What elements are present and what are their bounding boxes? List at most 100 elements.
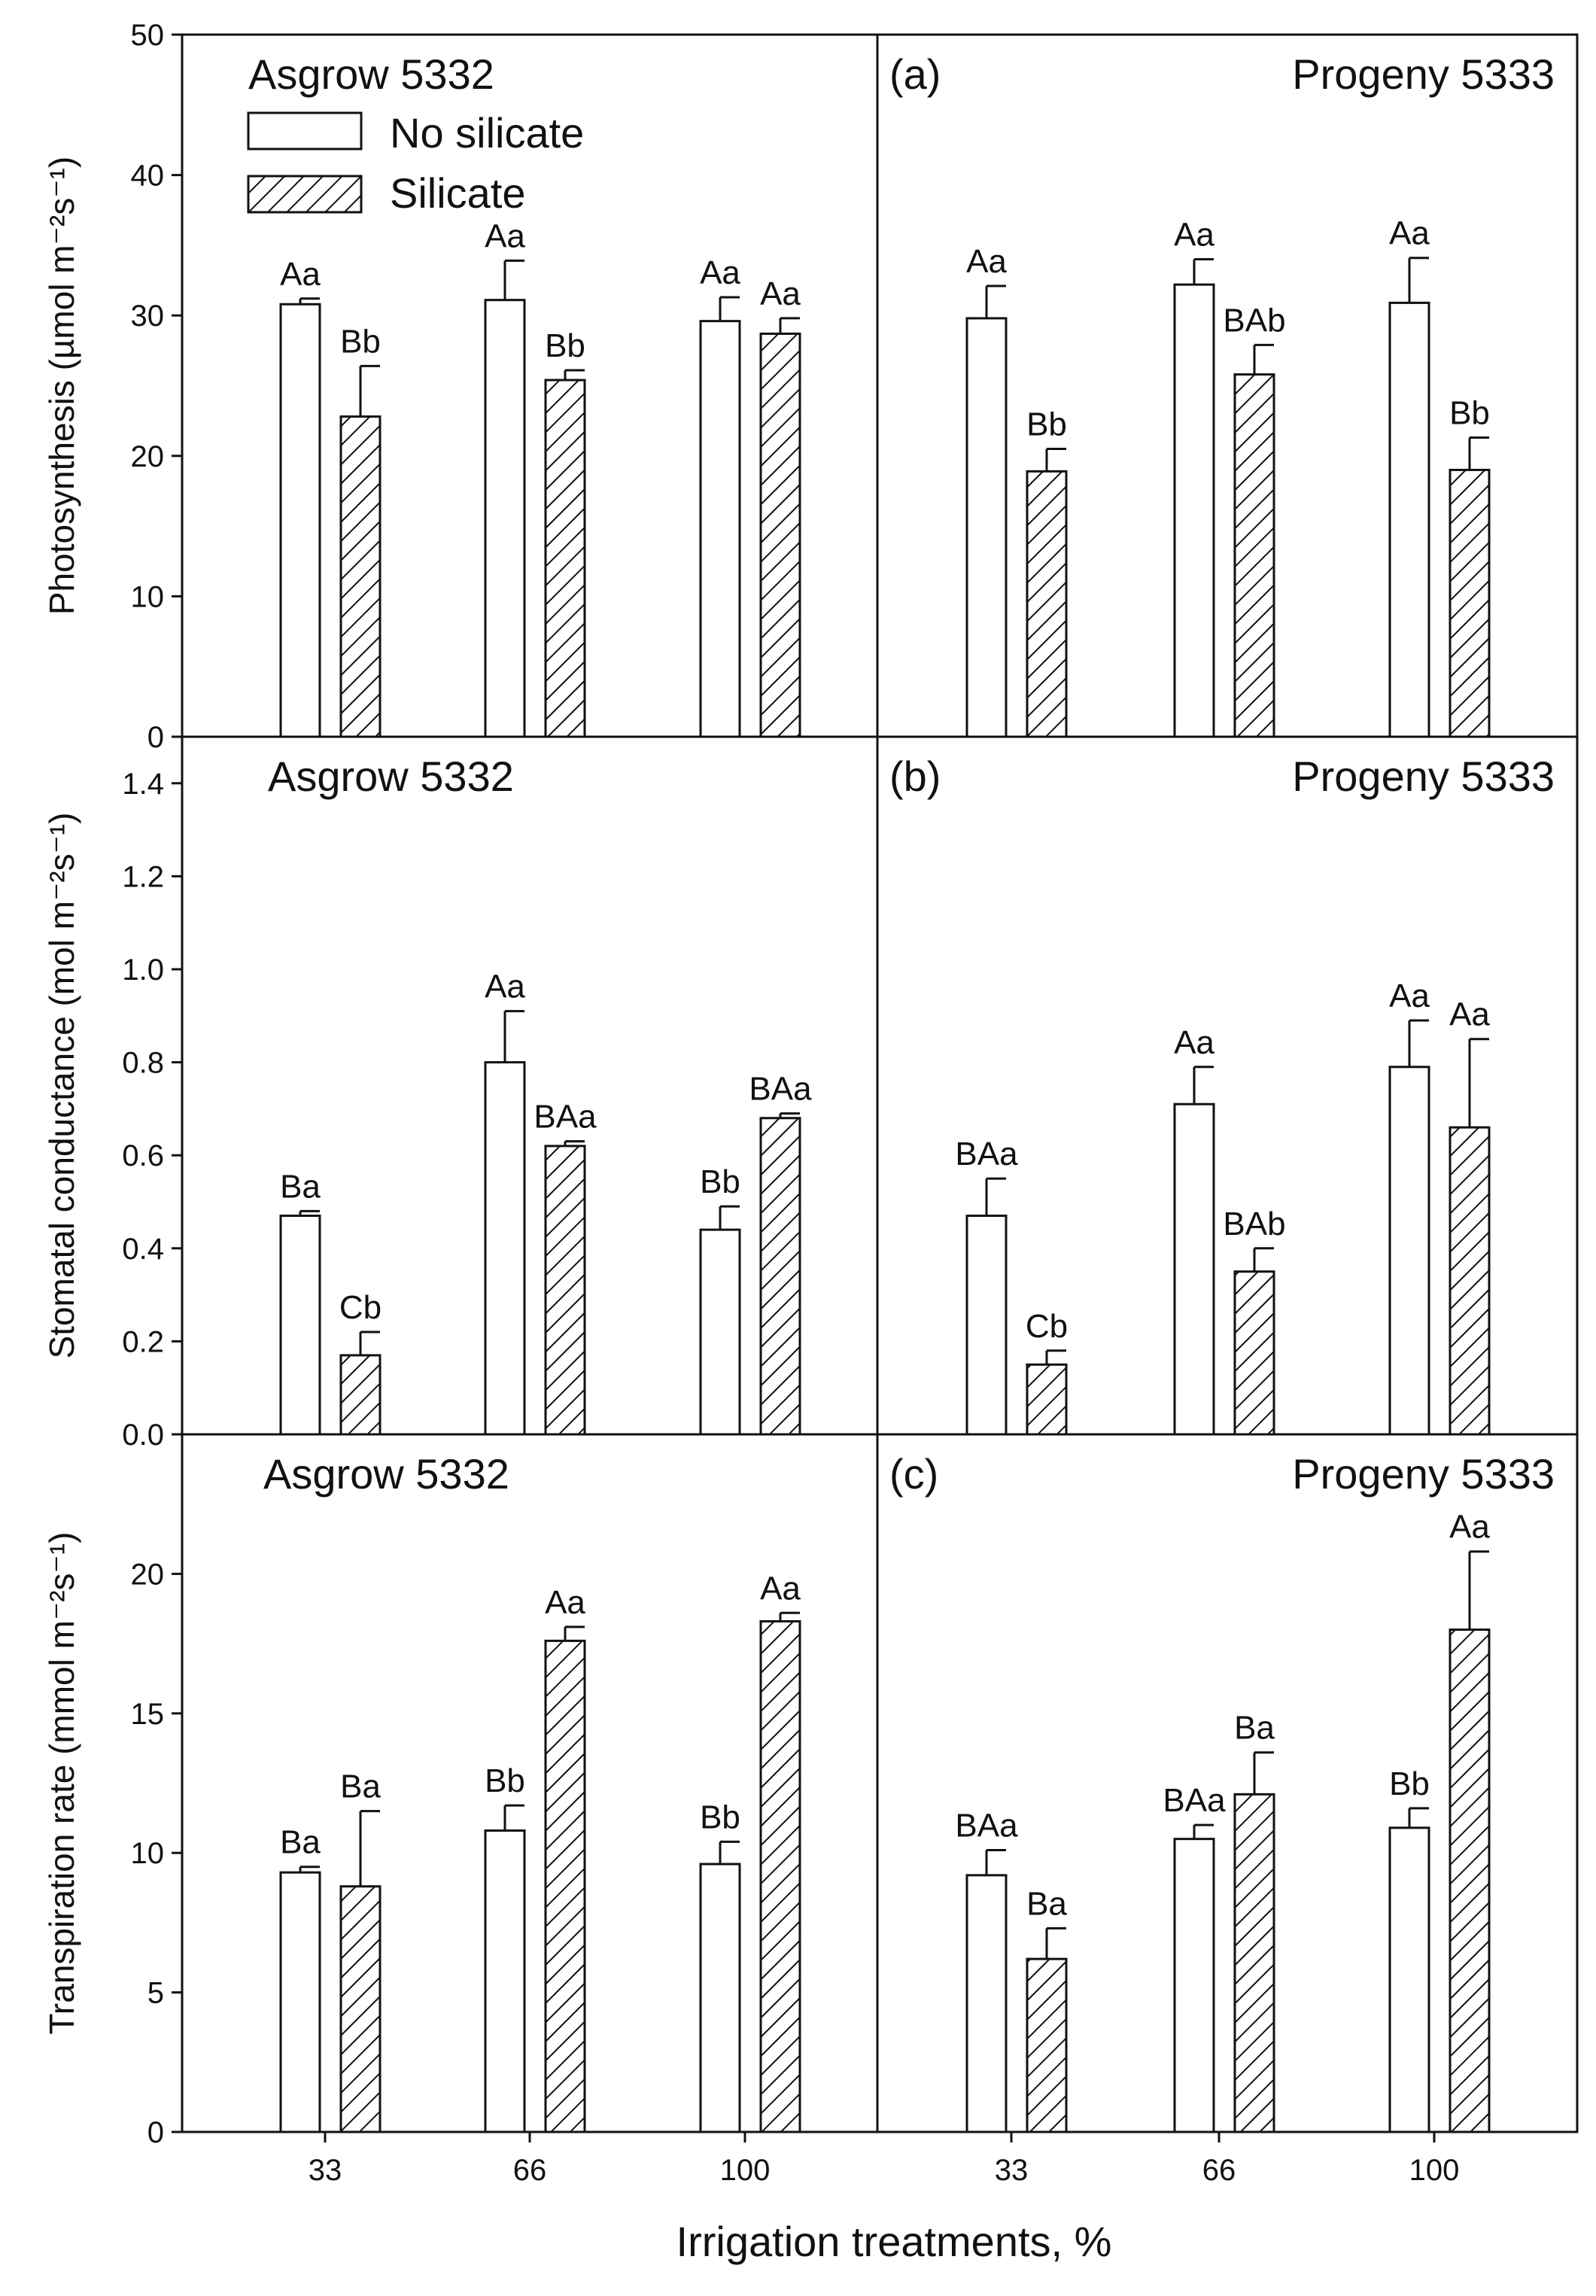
significance-label: Aa [1174, 217, 1214, 254]
bar-no-silicate [1173, 283, 1215, 738]
bar-silicate [1026, 1957, 1068, 2133]
y-tick-label: 0.2 [122, 1325, 164, 1358]
bar-no-silicate [1388, 1066, 1430, 1436]
panel-label: (a) [889, 50, 941, 98]
panel-label: (b) [889, 753, 941, 800]
significance-label: Bb [1389, 1765, 1430, 1802]
legend-label-silicate: Silicate [390, 169, 526, 217]
y-tick-label: 5 [147, 1977, 164, 2010]
significance-label: Aa [280, 256, 321, 293]
bar-silicate [1449, 1126, 1491, 1436]
x-tick-label: 66 [1202, 2154, 1236, 2187]
y-axis-label: Transpiration rate (mmol m⁻²s⁻¹) [42, 1532, 81, 2035]
y-tick-label: 0.4 [122, 1233, 164, 1266]
bar-no-silicate [699, 1863, 741, 2133]
bar-no-silicate [699, 320, 741, 738]
panel-title: Progeny 5333 [1292, 50, 1555, 98]
x-tick-label: 100 [720, 2154, 771, 2187]
significance-label: Cb [1026, 1308, 1068, 1345]
significance-label: Bb [485, 1762, 525, 1799]
x-tick-label: 100 [1409, 2154, 1460, 2187]
significance-label: Bb [1449, 395, 1490, 432]
bar-no-silicate [1173, 1838, 1215, 2133]
y-tick-label: 0 [147, 721, 164, 754]
bar-no-silicate [965, 317, 1008, 738]
panel-title: Asgrow 5332 [263, 1450, 509, 1498]
bar-silicate [759, 332, 801, 738]
x-tick-label: 33 [995, 2154, 1029, 2187]
bar-no-silicate [484, 299, 526, 738]
significance-label: Aa [1449, 996, 1490, 1033]
significance-label: BAa [955, 1136, 1018, 1172]
y-tick-label: 1.0 [122, 953, 164, 987]
significance-label: Aa [485, 217, 525, 254]
y-tick-label: 0.6 [122, 1139, 164, 1172]
y-axis-label: Photosynthesis (µmol m⁻²s⁻¹) [42, 157, 81, 615]
significance-label: Ba [1234, 1710, 1275, 1747]
bar-no-silicate [279, 1871, 321, 2133]
bar-silicate [1233, 1793, 1275, 2133]
y-tick-label: 30 [131, 300, 165, 333]
bar-silicate [544, 1145, 586, 1436]
panel-title: Progeny 5333 [1292, 753, 1555, 800]
bar-silicate [544, 379, 586, 738]
significance-label: Aa [1449, 1509, 1490, 1546]
bar-no-silicate [1388, 301, 1430, 738]
y-tick-label: 0 [147, 2116, 164, 2149]
significance-label: BAa [1163, 1782, 1226, 1819]
y-tick-label: 40 [131, 160, 165, 193]
significance-label: Bb [700, 1163, 740, 1200]
bar-no-silicate [1173, 1102, 1215, 1436]
bar-silicate [544, 1639, 586, 2133]
significance-label: BAa [955, 1807, 1018, 1844]
bar-silicate [339, 415, 382, 738]
panel-title: Progeny 5333 [1292, 1450, 1555, 1498]
significance-label: BAb [1223, 1206, 1285, 1242]
y-tick-label: 0.0 [122, 1419, 164, 1452]
bar-silicate [1449, 468, 1491, 738]
y-tick-label: 1.4 [122, 768, 164, 801]
significance-label: Ba [340, 1768, 381, 1805]
significance-label: Cb [339, 1289, 382, 1326]
legend-swatch-silicate [247, 175, 363, 214]
y-tick-label: 50 [131, 19, 165, 52]
panel-title: Asgrow 5332 [268, 753, 514, 800]
significance-label: Aa [700, 254, 740, 291]
significance-label: Bb [1026, 406, 1067, 442]
bar-no-silicate [279, 1215, 321, 1436]
significance-label: Ba [280, 1824, 321, 1861]
significance-label: Aa [760, 275, 801, 312]
bar-silicate [339, 1885, 382, 2133]
y-axis-label: Stomatal conductance (mol m⁻²s⁻¹) [42, 812, 81, 1358]
y-tick-label: 20 [131, 440, 165, 473]
bar-no-silicate [1388, 1826, 1430, 2133]
bar-silicate [339, 1354, 382, 1436]
significance-label: Aa [966, 243, 1007, 280]
panel-frame-right [876, 1433, 1579, 2133]
y-tick-label: 0.8 [122, 1047, 164, 1080]
significance-label: Bb [340, 323, 381, 360]
significance-label: Aa [760, 1570, 801, 1607]
y-tick-label: 15 [131, 1698, 165, 1731]
legend-swatch-no-silicate [247, 111, 363, 151]
bar-silicate [1449, 1628, 1491, 2133]
significance-label: Ba [280, 1168, 321, 1205]
panel-title: Asgrow 5332 [248, 50, 494, 98]
significance-label: BAa [534, 1099, 597, 1136]
x-tick-label: 33 [309, 2154, 342, 2187]
bar-silicate [1026, 470, 1068, 738]
panel-label: (c) [889, 1450, 938, 1498]
bar-no-silicate [279, 303, 321, 738]
y-tick-label: 20 [131, 1558, 165, 1591]
bar-silicate [1026, 1363, 1068, 1436]
y-tick-label: 10 [131, 1837, 165, 1870]
bar-no-silicate [484, 1061, 526, 1436]
bar-silicate [759, 1117, 801, 1436]
significance-label: BAb [1223, 302, 1285, 339]
significance-label: Bb [700, 1799, 740, 1835]
significance-label: Aa [485, 969, 525, 1005]
y-tick-label: 10 [131, 580, 165, 613]
bar-no-silicate [699, 1228, 741, 1436]
